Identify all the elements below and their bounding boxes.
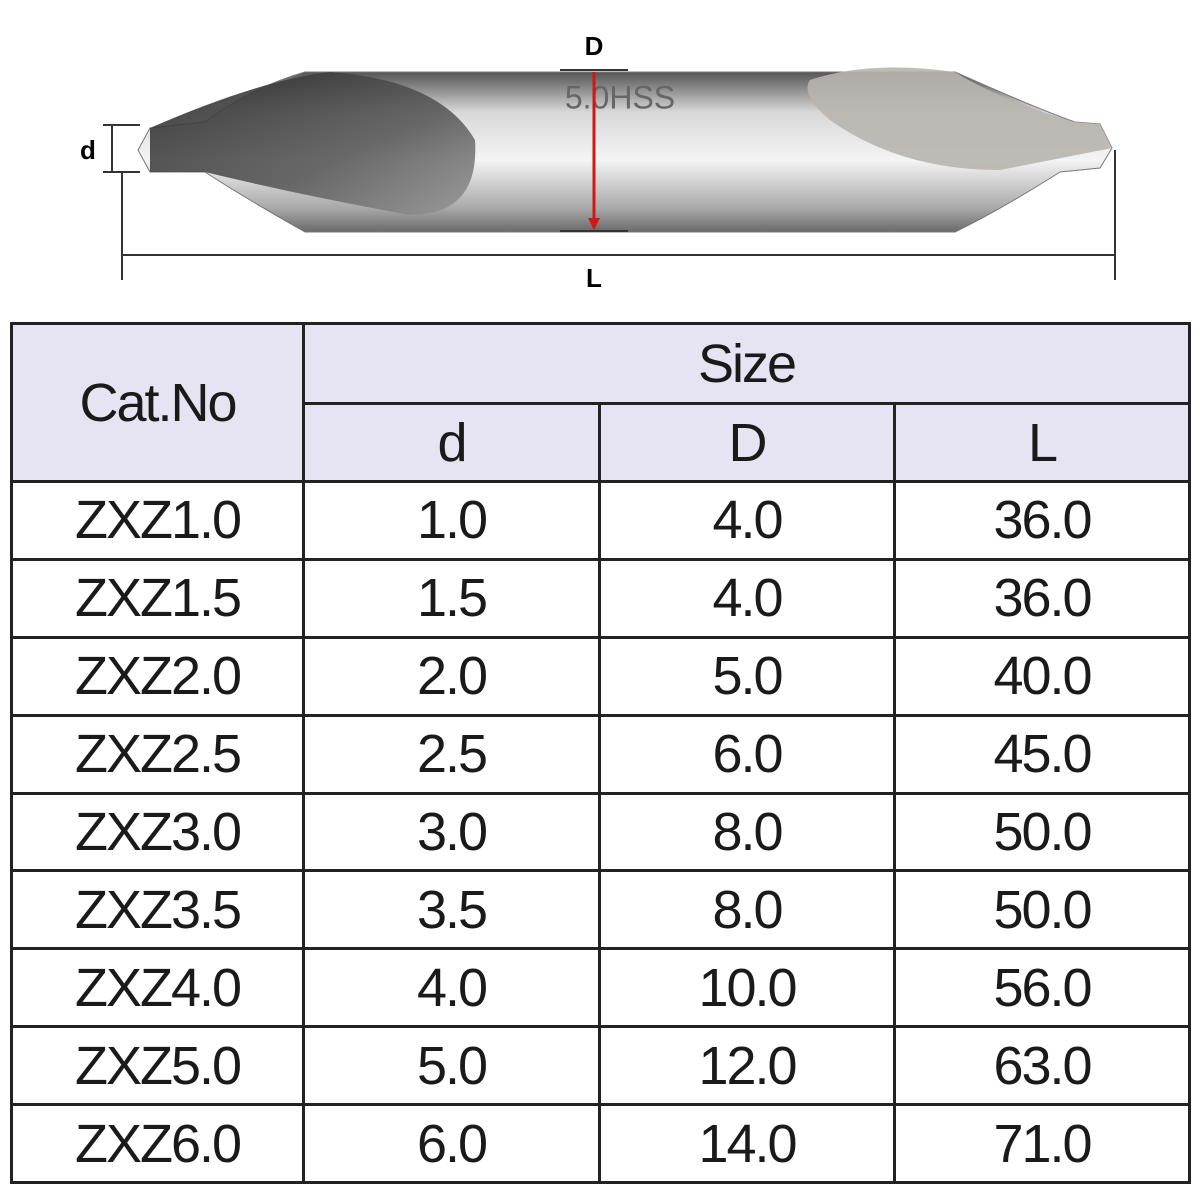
table-cell: 5.0 — [302, 1025, 601, 1106]
table-cell: ZXZ6.0 — [10, 1103, 305, 1184]
column-header: L — [892, 402, 1192, 483]
dimensions — [103, 69, 1116, 280]
L-label: L — [586, 263, 602, 293]
table-cell: ZXZ3.0 — [10, 791, 305, 873]
table-cell: 6.0 — [302, 1103, 601, 1184]
table-cell: 40.0 — [892, 635, 1192, 717]
drill: 5.0HSS — [137, 67, 1113, 233]
drill-diagram: 5.0HSS d D L — [80, 31, 1116, 293]
table-cell: 10.0 — [598, 947, 896, 1029]
table-cell: 71.0 — [892, 1103, 1192, 1184]
table-cell: 1.5 — [302, 557, 601, 639]
table-cell: 2.5 — [302, 713, 601, 795]
table-cell: ZXZ4.0 — [10, 947, 305, 1029]
table-row: ZXZ2.5 2.5 6.0 45.0 — [10, 713, 1192, 795]
table-row: ZXZ3.5 3.5 8.0 50.0 — [10, 869, 1192, 951]
table-cell: 2.0 — [302, 635, 601, 717]
column-header: D — [598, 402, 896, 483]
table-cell: ZXZ2.5 — [10, 713, 305, 795]
table-cell: 36.0 — [892, 557, 1192, 639]
size-header: Size — [301, 322, 1192, 405]
table-cell: ZXZ1.0 — [10, 480, 305, 561]
table-cell: 50.0 — [892, 791, 1192, 873]
table-cell: 5.0 — [598, 635, 896, 717]
cat-no-header: Cat.No — [10, 322, 305, 483]
table-row: ZXZ1.0 1.0 4.0 36.0 — [10, 480, 1192, 561]
table-cell: 56.0 — [892, 947, 1192, 1029]
table-cell: 8.0 — [598, 869, 896, 951]
table-cell: 8.0 — [598, 791, 896, 873]
table-cell: 4.0 — [598, 557, 896, 639]
table-cell: 6.0 — [598, 713, 896, 795]
table-row: ZXZ5.0 5.0 12.0 63.0 — [10, 1025, 1192, 1106]
table-cell: 4.0 — [598, 480, 896, 561]
table-row: ZXZ1.5 1.5 4.0 36.0 — [10, 557, 1192, 639]
table-row: ZXZ4.0 4.0 10.0 56.0 — [10, 947, 1192, 1029]
table-cell: 3.5 — [302, 869, 601, 951]
table-cell: 14.0 — [598, 1103, 896, 1184]
table-cell: 63.0 — [892, 1025, 1192, 1106]
table-row: ZXZ2.0 2.0 5.0 40.0 — [10, 635, 1192, 717]
engraving: 5.0HSS — [565, 79, 675, 115]
table-cell: 50.0 — [892, 869, 1192, 951]
table-cell: 4.0 — [302, 947, 601, 1029]
table-cell: 3.0 — [302, 791, 601, 873]
D-label: D — [585, 31, 604, 61]
table-cell: 36.0 — [892, 480, 1192, 561]
table-cell: 12.0 — [598, 1025, 896, 1106]
column-header: d — [302, 402, 601, 483]
table-cell: ZXZ2.0 — [10, 635, 305, 717]
table-cell: ZXZ3.5 — [10, 869, 305, 951]
table-row: ZXZ6.0 6.0 14.0 71.0 — [10, 1103, 1192, 1184]
table-cell: ZXZ1.5 — [10, 557, 305, 639]
table-cell: 1.0 — [302, 480, 601, 561]
table-cell: 45.0 — [892, 713, 1192, 795]
d-label: d — [80, 135, 96, 165]
table-cell: ZXZ5.0 — [10, 1025, 305, 1106]
table-row: ZXZ3.0 3.0 8.0 50.0 — [10, 791, 1192, 873]
